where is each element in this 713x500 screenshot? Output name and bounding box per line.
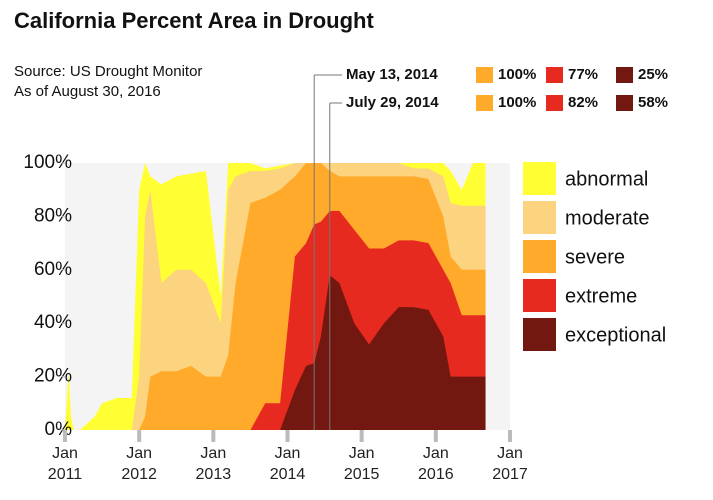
x-tick [211, 430, 216, 442]
x-tick [137, 430, 142, 442]
x-tick-label: Jan 2013 [195, 445, 232, 483]
chart-title: California Percent Area in Drought [14, 8, 374, 33]
annotation-label: May 13, 2014 [346, 66, 438, 83]
legend-label: extreme [565, 285, 637, 307]
annotation-swatch [476, 95, 493, 111]
area [65, 275, 486, 430]
annotation-label: July 29, 2014 [346, 94, 439, 111]
annotation-swatch [616, 67, 633, 83]
x-tick-label: Jan 2017 [492, 445, 528, 483]
x-tick [285, 430, 290, 442]
annotation-swatch [616, 95, 633, 111]
x-tick-label: Jan 2011 [47, 445, 83, 483]
x-tick-label: Jan 2014 [269, 445, 306, 483]
y-tick-label: 60% [34, 259, 72, 280]
legend-label: abnormal [565, 168, 648, 190]
legend-label: severe [565, 246, 625, 268]
legend-swatch [523, 201, 556, 234]
annotation-swatch [546, 67, 563, 83]
legend-swatch [523, 318, 556, 351]
x-tick [63, 430, 67, 442]
x-tick [359, 430, 364, 442]
legend-swatch [523, 240, 556, 273]
legend-swatch [523, 279, 556, 312]
y-tick-label: 100% [23, 152, 72, 173]
annotation-value: 77% [568, 66, 598, 83]
source: Source: US Drought Monitor [14, 63, 202, 80]
annotation-swatch [476, 67, 493, 83]
legend-label: moderate [565, 207, 650, 229]
x-tick [433, 430, 438, 442]
legend-label: exceptional [565, 324, 666, 346]
annotation-value: 25% [638, 66, 668, 83]
annotation-swatch [546, 95, 563, 111]
x-tick [508, 430, 512, 442]
x-tick-label: Jan 2016 [418, 445, 454, 483]
legend-swatch [523, 162, 556, 195]
y-tick-label: 80% [34, 205, 72, 226]
x-tick-label: Jan 2015 [343, 445, 380, 483]
annotation-value: 100% [498, 94, 536, 111]
annotation-value: 100% [498, 66, 536, 83]
annotation-value: 58% [638, 94, 668, 111]
y-tick-label: 0% [45, 419, 73, 440]
y-tick-label: 20% [34, 366, 72, 387]
note: As of August 30, 2016 [14, 83, 161, 100]
x-tick-label: Jan 2012 [121, 445, 157, 483]
annotation-value: 82% [568, 94, 598, 111]
y-tick-label: 40% [34, 312, 72, 333]
